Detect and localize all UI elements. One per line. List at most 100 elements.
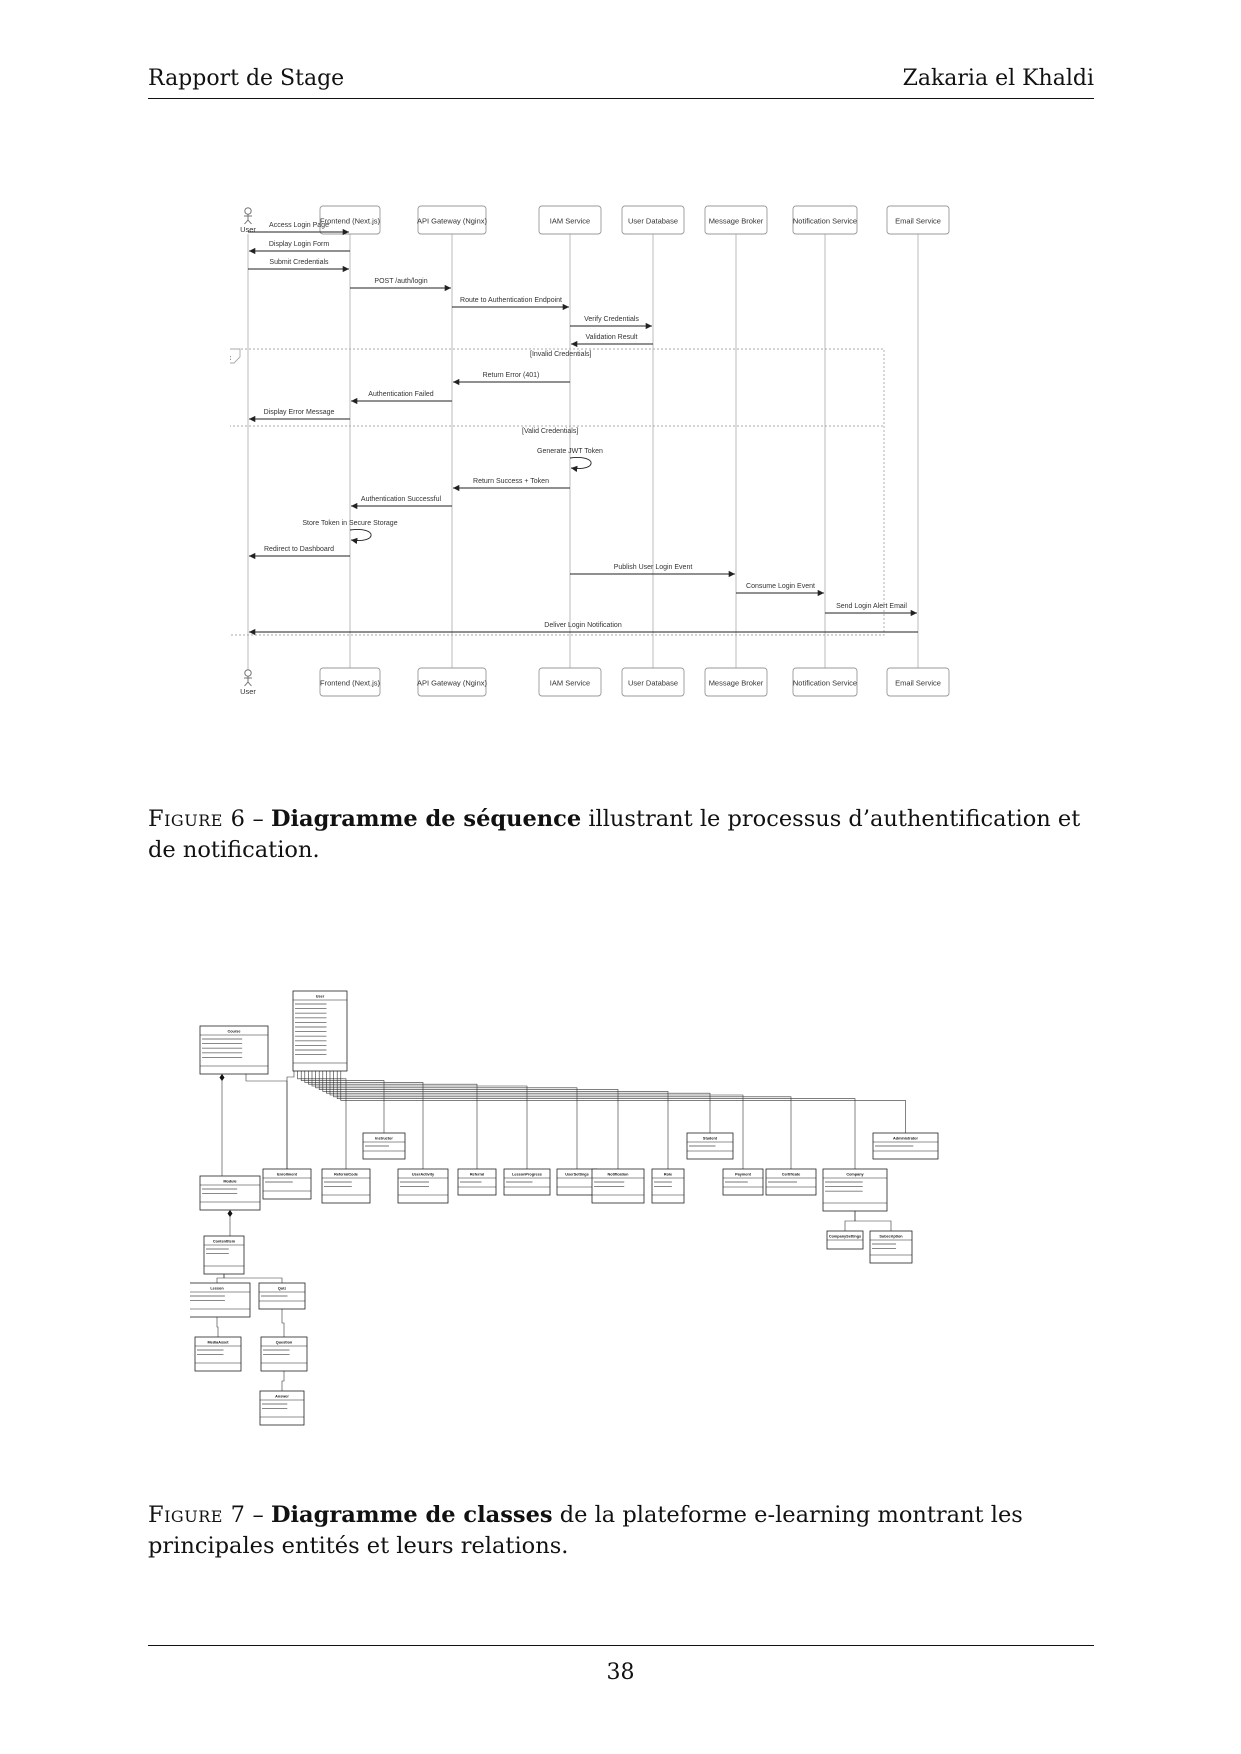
header-author: Zakaria el Khaldi — [903, 66, 1094, 91]
message-label: Route to Authentication Endpoint — [460, 297, 562, 304]
alt-tag — [230, 349, 240, 363]
figure-7-title: Diagramme de classes — [271, 1502, 553, 1528]
actor-leg — [245, 220, 249, 224]
association-line — [217, 1317, 218, 1337]
message-label: Return Error (401) — [483, 372, 540, 379]
class-name: Question — [276, 1341, 293, 1345]
page-number: 38 — [0, 1660, 1241, 1685]
message-label: Authentication Failed — [368, 391, 433, 398]
class-name: LessonProgress — [512, 1173, 542, 1177]
class-name: Certificate — [782, 1173, 801, 1177]
message-label: Validation Result — [585, 334, 637, 341]
class-name: Payment — [735, 1173, 752, 1177]
class-name: Referral — [470, 1173, 484, 1177]
class-diagram-svg: User Course Instructor Student Administrator… — [190, 985, 1046, 1485]
participant-label: Email Service — [895, 679, 941, 688]
message-label: Display Login Form — [269, 241, 329, 248]
association-line — [298, 1071, 346, 1169]
message-label: Send Login Alert Email — [836, 603, 907, 610]
class-box — [293, 991, 347, 1071]
participant-label: Frontend (Next.js) — [320, 679, 381, 688]
user-actor-icon — [244, 670, 252, 686]
class-name: User — [316, 995, 325, 999]
participant-label: Message Broker — [709, 217, 764, 226]
figure-6-label: Figure 6 — [148, 806, 245, 832]
figure-6-caption: Figure 6 – Diagramme de séquence illustr… — [148, 804, 1094, 866]
guard-label: [Invalid Credentials] — [530, 351, 592, 358]
participant-label: User — [240, 687, 256, 696]
user-actor-icon — [244, 208, 252, 224]
participant-label: Frontend (Next.js) — [320, 217, 381, 226]
figure-7-caption: Figure 7 – Diagramme de classes de la pl… — [148, 1500, 1094, 1562]
participant-label: API Gateway (Nginx) — [417, 679, 488, 688]
class-name: Lesson — [210, 1287, 224, 1291]
association-line — [341, 1071, 906, 1133]
figure-6-sep: – — [245, 806, 271, 832]
class-name: Instructor — [375, 1137, 393, 1141]
class-name: Student — [703, 1137, 718, 1141]
association-line — [282, 1309, 284, 1337]
actor-leg — [248, 220, 252, 224]
association-line — [287, 1071, 294, 1169]
actor-leg — [248, 682, 252, 686]
participant-label: IAM Service — [550, 217, 590, 226]
actor-leg — [245, 682, 249, 686]
association-line — [312, 1071, 527, 1169]
composition-diamond — [220, 1074, 225, 1081]
association-line — [855, 1211, 891, 1231]
self-message-arrow — [350, 529, 371, 540]
class-name: Quiz — [278, 1287, 286, 1291]
message-label: Redirect to Dashboard — [264, 546, 334, 553]
participant-label: Notification Service — [793, 217, 857, 226]
class-name: MediaAsset — [207, 1341, 229, 1345]
participant-label: Message Broker — [709, 679, 764, 688]
message-label: Submit Credentials — [269, 259, 329, 266]
association-line — [246, 1074, 287, 1169]
header-title: Rapport de Stage — [148, 66, 344, 91]
self-message-arrow — [570, 457, 591, 468]
class-name: Enrollment — [277, 1173, 298, 1177]
message-label: Deliver Login Notification — [544, 622, 622, 629]
class-name: UserActivity — [412, 1173, 435, 1177]
sequence-diagram-svg: User Frontend (Next.js) API Gateway (Nginx… — [230, 200, 1040, 765]
figure-6-title: Diagramme de séquence — [271, 806, 581, 832]
figure-7-sep: – — [245, 1502, 271, 1528]
page-header: Rapport de Stage Zakaria el Khaldi — [148, 66, 1094, 99]
class-name: ReferralCode — [334, 1173, 358, 1177]
message-label: Publish User Login Event — [614, 564, 693, 571]
class-name: ContentItem — [213, 1240, 236, 1244]
association-line — [301, 1071, 384, 1133]
footer-rule — [148, 1645, 1094, 1646]
class-name: Role — [664, 1173, 672, 1177]
message-label: Access Login Page — [269, 222, 329, 229]
actor-head — [245, 208, 251, 214]
class-name: Course — [227, 1030, 240, 1034]
message-label: Store Token in Secure Storage — [302, 520, 397, 527]
composition-diamond — [228, 1210, 233, 1217]
class-name: Administrator — [893, 1137, 918, 1141]
message-label: POST /auth/login — [374, 278, 427, 285]
class-name: CompanySettings — [829, 1235, 861, 1239]
participant-label: IAM Service — [550, 679, 590, 688]
class-name: Notification — [608, 1173, 630, 1177]
message-label: Verify Credentials — [584, 316, 639, 323]
participant-label: API Gateway (Nginx) — [417, 217, 488, 226]
class-diagram: User Course Instructor Student Administrator… — [190, 985, 1046, 1485]
inheritance-line — [217, 1274, 224, 1283]
actor-head — [245, 670, 251, 676]
message-label: Generate JWT Token — [537, 448, 603, 455]
message-label: Consume Login Event — [746, 583, 815, 590]
class-name: Company — [846, 1173, 864, 1177]
association-line — [282, 1371, 284, 1391]
association-line — [337, 1071, 855, 1169]
participant-label: User Database — [628, 217, 678, 226]
guard-label: [Valid Credentials] — [522, 428, 578, 435]
sequence-diagram: User Frontend (Next.js) API Gateway (Nginx… — [230, 200, 1040, 765]
class-name: Answer — [275, 1395, 289, 1399]
participant-label: User — [240, 225, 256, 234]
participant-label: Notification Service — [793, 679, 857, 688]
message-label: Display Error Message — [264, 409, 335, 416]
class-name: UserSettings — [565, 1173, 588, 1177]
participant-label: User Database — [628, 679, 678, 688]
message-label: Return Success + Token — [473, 478, 549, 485]
